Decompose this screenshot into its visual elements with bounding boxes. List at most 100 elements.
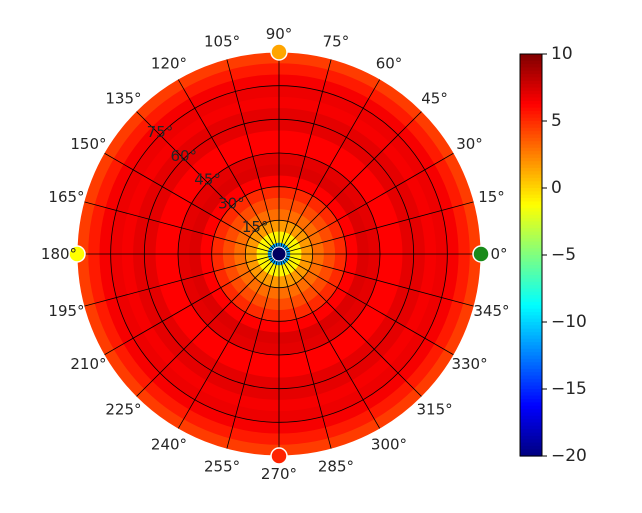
colorbar-segment xyxy=(520,439,542,444)
angle-tick-label: 225° xyxy=(105,401,141,419)
colorbar-segment xyxy=(520,348,542,353)
radial-tick-label: 75° xyxy=(147,123,174,141)
colorbar-segment xyxy=(520,251,542,256)
angular-grid-line xyxy=(278,201,475,255)
angular-grid-line xyxy=(278,253,332,450)
colorbar-segment xyxy=(520,422,542,427)
colorbar-segment xyxy=(520,271,542,276)
colorbar-segment xyxy=(520,442,542,447)
colorbar-segment xyxy=(520,167,542,172)
colorbar-tick-label: 5 xyxy=(551,111,562,131)
colorbar-segment xyxy=(520,60,542,65)
edge-marker xyxy=(270,43,288,61)
colorbar-segment xyxy=(520,164,542,169)
colorbar-segment xyxy=(520,157,542,162)
colorbar-segment xyxy=(520,445,542,450)
colorbar-segment xyxy=(520,87,542,92)
colorbar-segment xyxy=(520,174,542,179)
angular-grid-line xyxy=(278,152,455,255)
angle-tick-label: 300° xyxy=(371,436,407,454)
colorbar-segment xyxy=(520,171,542,176)
colorbar-segment xyxy=(520,90,542,95)
colorbar-segment xyxy=(520,291,542,296)
angle-tick-label: 180° xyxy=(41,245,77,263)
colorbar-segment xyxy=(520,382,542,387)
colorbar-segment xyxy=(520,100,542,105)
angle-tick-label: 105° xyxy=(204,32,240,50)
colorbar-segment xyxy=(520,241,542,246)
colorbar-segment xyxy=(520,114,542,119)
colorbar-segment xyxy=(520,201,542,206)
colorbar-segment xyxy=(520,378,542,383)
angular-grid-line xyxy=(278,78,381,255)
colorbar-segment xyxy=(520,405,542,410)
colorbar-segment xyxy=(520,224,542,229)
colorbar-segment xyxy=(520,355,542,360)
colorbar-segment xyxy=(520,154,542,159)
angular-grid-line xyxy=(226,253,280,450)
colorbar-segment xyxy=(520,104,542,109)
angle-tick-label: 285° xyxy=(318,458,354,476)
colorbar-segment xyxy=(520,261,542,266)
angle-tick-label: 195° xyxy=(48,302,84,320)
colorbar-segment xyxy=(520,335,542,340)
angular-grid-line xyxy=(226,58,280,255)
angle-tick-label: 150° xyxy=(70,135,106,153)
colorbar-segment xyxy=(520,332,542,336)
colorbar-tick-label: 10 xyxy=(551,44,573,64)
colorbar-segment xyxy=(520,74,542,79)
angle-tick-label: 270° xyxy=(261,465,297,483)
edge-marker xyxy=(472,245,490,263)
colorbar-segment xyxy=(520,54,542,58)
colorbar-segment xyxy=(520,345,542,350)
colorbar-segment xyxy=(520,258,542,263)
colorbar-tick-label: −10 xyxy=(551,312,587,332)
angular-grid-line xyxy=(278,253,381,430)
colorbar-segment xyxy=(520,419,542,424)
angle-tick-label: 0° xyxy=(490,245,507,263)
angular-grid-line xyxy=(278,110,423,255)
colorbar-segment xyxy=(520,288,542,293)
radial-tick-label: 45° xyxy=(194,171,221,189)
colorbar-segment xyxy=(520,358,542,363)
colorbar-segment xyxy=(520,298,542,303)
colorbar-segment xyxy=(520,218,542,223)
angular-grid-line xyxy=(103,152,280,255)
colorbar-segment xyxy=(520,385,542,390)
colorbar-segment xyxy=(520,308,542,313)
colorbar-segment xyxy=(520,204,542,209)
colorbar-segment xyxy=(520,107,542,112)
colorbar-segment xyxy=(520,328,542,333)
colorbar-segment xyxy=(520,147,542,152)
colorbar-segment xyxy=(520,449,542,454)
colorbar-segment xyxy=(520,392,542,397)
colorbar-tick-label: −20 xyxy=(551,446,587,466)
colorbar-segment xyxy=(520,322,542,326)
colorbar-segment xyxy=(520,214,542,219)
edge-marker xyxy=(270,447,288,465)
colorbar-segment xyxy=(520,435,542,440)
angular-grid-line xyxy=(278,253,475,307)
colorbar-segment xyxy=(520,265,542,269)
colorbar-segment xyxy=(520,352,542,357)
colorbar-segment xyxy=(520,238,542,243)
colorbar-segment xyxy=(520,318,542,323)
colorbar-segment xyxy=(520,177,542,182)
colorbar-segment xyxy=(520,311,542,316)
colorbar-segment xyxy=(520,121,542,125)
angular-grid-line xyxy=(177,253,280,430)
colorbar-segment xyxy=(520,399,542,403)
angular-grid-line xyxy=(278,253,455,356)
colorbar-segment xyxy=(520,208,542,213)
colorbar-segment xyxy=(520,362,542,367)
angular-grid-line xyxy=(135,253,280,398)
center-marker xyxy=(271,246,287,262)
colorbar-segment xyxy=(520,161,542,166)
colorbar-segment xyxy=(520,234,542,239)
colorbar-segment xyxy=(520,191,542,196)
colorbar-segment xyxy=(520,117,542,122)
colorbar-tick-label: −15 xyxy=(551,379,587,399)
colorbar-segment xyxy=(520,402,542,407)
colorbar-segment xyxy=(520,295,542,300)
radial-tick-label: 60° xyxy=(170,147,197,165)
